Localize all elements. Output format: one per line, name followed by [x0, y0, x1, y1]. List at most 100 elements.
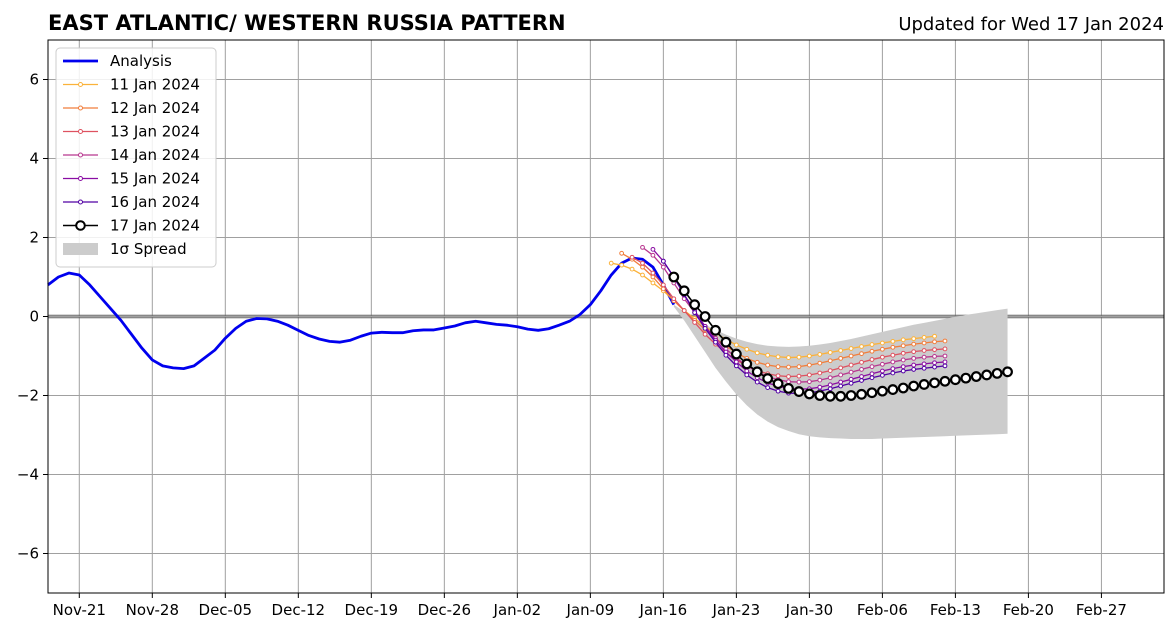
data-point [775, 364, 781, 370]
data-point [796, 373, 802, 379]
y-tick-label: 4 [29, 150, 39, 168]
data-point [640, 244, 645, 250]
x-tick-label: Jan-09 [566, 601, 615, 619]
data-point [744, 368, 750, 374]
data-point [848, 362, 854, 368]
data-point [921, 335, 927, 340]
x-tick-label: Feb-27 [1076, 601, 1127, 619]
data-point [775, 354, 781, 360]
data-point [793, 386, 805, 397]
data-point [730, 348, 742, 360]
y-tick-label: 6 [29, 71, 39, 89]
data-point [786, 355, 791, 360]
data-point [650, 274, 656, 280]
data-point [710, 324, 721, 336]
data-point [869, 348, 875, 354]
data-point [629, 254, 635, 260]
data-point [859, 374, 864, 379]
data-point [838, 372, 844, 378]
legend-label: 14 Jan 2024 [110, 146, 200, 164]
data-point [765, 385, 771, 391]
data-point [650, 270, 656, 276]
data-point [762, 373, 774, 384]
x-tick-label: Dec-12 [272, 601, 326, 619]
data-point [859, 378, 864, 383]
data-point [942, 338, 948, 344]
legend-box [55, 47, 217, 268]
x-tick-label: Jan-16 [639, 601, 688, 619]
data-point [827, 350, 833, 355]
y-tick-label: −2 [17, 387, 39, 405]
data-point [796, 379, 802, 385]
legend-swatch-marker [78, 105, 83, 111]
data-point [692, 310, 698, 315]
data-point [733, 342, 739, 348]
legend-label: 15 Jan 2024 [110, 170, 200, 188]
data-point [699, 311, 711, 322]
legend-swatch-spread [63, 243, 98, 255]
x-tick-label: Feb-06 [857, 601, 908, 619]
legend: Analysis 11 Jan 2024 12 Jan 2024 13 Jan 202… [55, 47, 217, 268]
data-point [814, 390, 826, 401]
data-point [890, 344, 896, 350]
data-point [876, 385, 888, 397]
data-point [848, 353, 854, 359]
legend-label-spread: 1σ Spread [110, 240, 187, 258]
data-point [887, 384, 899, 395]
data-point [723, 352, 729, 358]
data-point [859, 351, 864, 357]
data-point [869, 357, 875, 362]
data-point [827, 386, 833, 392]
data-point [991, 367, 1003, 379]
data-point [806, 372, 812, 378]
data-point [650, 246, 656, 252]
data-point [619, 262, 625, 268]
data-point [668, 271, 680, 283]
legend-swatch-marker [78, 199, 83, 205]
x-axis: Nov-21 Nov-28 Dec-05 Dec-12 Dec-19 Dec-26 Jan-… [53, 593, 1127, 619]
data-point [702, 325, 708, 331]
data-point [838, 348, 844, 353]
data-point [803, 388, 815, 400]
data-point [619, 250, 625, 256]
data-point [921, 348, 927, 353]
legend-label: 12 Jan 2024 [110, 99, 200, 117]
data-point [911, 336, 917, 342]
y-tick-label: 0 [29, 308, 39, 326]
data-point [970, 371, 982, 382]
x-tick-label: Dec-19 [345, 601, 399, 619]
data-point [838, 383, 844, 389]
legend-label: 17 Jan 2024 [110, 217, 200, 235]
data-point [942, 346, 948, 352]
chart-subtitle: Updated for Wed 17 Jan 2024 [898, 14, 1164, 35]
data-point [911, 362, 917, 368]
legend-swatch-marker [78, 82, 83, 87]
data-point [856, 388, 867, 400]
data-point [890, 338, 896, 344]
data-point [660, 282, 666, 288]
data-point [754, 350, 760, 356]
data-point [900, 350, 906, 356]
legend-label: 16 Jan 2024 [110, 193, 200, 211]
x-tick-label: Dec-05 [199, 601, 253, 619]
data-point [848, 376, 854, 382]
series-group [47, 244, 1013, 402]
data-point [817, 370, 823, 376]
data-point [817, 384, 823, 390]
data-point [681, 308, 687, 313]
legend-swatch-marker [75, 220, 86, 231]
data-point [932, 353, 937, 359]
y-tick-label: −6 [17, 545, 39, 563]
series-6 [668, 271, 1013, 402]
data-point [879, 372, 885, 378]
data-point [879, 354, 885, 360]
data-point [689, 299, 701, 311]
data-point [608, 260, 614, 266]
x-tick-label: Feb-13 [930, 601, 981, 619]
x-tick-label: Jan-23 [712, 601, 761, 619]
series-0 [608, 260, 937, 360]
data-point [929, 377, 940, 389]
data-point [921, 365, 927, 371]
data-point [640, 272, 645, 278]
data-point [869, 371, 875, 377]
